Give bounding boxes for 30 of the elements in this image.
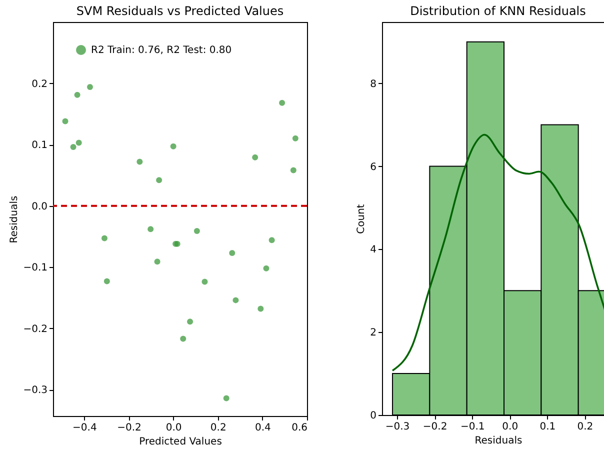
x-tick-label: 0.2: [210, 422, 226, 434]
y-tick-label: 0.0: [32, 201, 48, 212]
y-tick-label: −0.3: [23, 385, 48, 396]
y-tick-label: 6: [370, 162, 376, 173]
x-tick-label: −0.1: [460, 422, 485, 432]
chart-title: SVM Residuals vs Predicted Values: [76, 4, 284, 18]
x-tick-label: −0.2: [422, 422, 448, 432]
y-tick-label: −0.1: [23, 262, 48, 274]
y-axis-title: Residuals: [9, 196, 20, 244]
y-axis-title: Count: [356, 204, 368, 234]
y-tick-label: 0.2: [32, 78, 48, 90]
x-tick-label: −0.4: [72, 422, 97, 434]
chart-title: Distribution of KNN Residuals: [410, 4, 586, 18]
x-tick-label: 0.2: [577, 422, 594, 432]
x-tick-label: 0.6: [292, 422, 308, 434]
y-tick-label: 4: [370, 244, 376, 256]
x-tick-label: 0.0: [502, 422, 518, 432]
y-tick-label: 2: [370, 328, 376, 339]
y-tick-label: 0.1: [32, 140, 48, 152]
x-tick-label: −0.2: [117, 422, 142, 434]
x-tick-label: 0.4: [254, 422, 271, 434]
x-tick-label: 0.1: [540, 422, 556, 432]
legend-label: R2 Train: 0.76, R2 Test: 0.80: [91, 45, 232, 56]
y-tick-label: 0: [370, 410, 376, 422]
x-axis-title: Predicted Values: [139, 436, 222, 448]
x-tick-label: −0.3: [385, 422, 410, 432]
x-axis-title: Residuals: [474, 436, 522, 446]
y-tick-label: 8: [370, 78, 376, 90]
x-tick-label: 0.0: [166, 422, 182, 434]
y-tick-label: −0.2: [23, 324, 48, 335]
